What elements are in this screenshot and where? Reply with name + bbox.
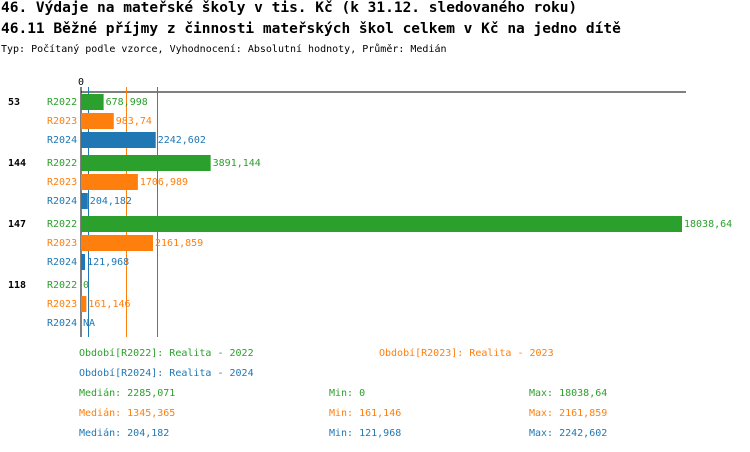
bar <box>81 132 156 148</box>
data-label: 3891,144 <box>213 158 261 169</box>
bar <box>81 113 114 129</box>
series-row-label: R2022 <box>47 97 77 108</box>
series-row-label: R2023 <box>47 116 77 127</box>
series-row-label: R2022 <box>47 158 77 169</box>
chart-subtitle: 46.11 Běžné příjmy z činnosti mateřských… <box>1 21 621 37</box>
data-label: 678,998 <box>106 97 148 108</box>
series-row-label: R2023 <box>47 299 77 310</box>
chart-title: 46. Výdaje na mateřské školy v tis. Kč (… <box>1 0 578 16</box>
data-label: NA <box>83 318 95 329</box>
bar <box>81 94 104 110</box>
series-row-label: R2024 <box>47 196 77 207</box>
data-label: 161,146 <box>88 299 130 310</box>
category-label: 118 <box>8 280 26 291</box>
data-label: 204,182 <box>90 196 132 207</box>
x-axis-zero-label: 0 <box>78 77 84 88</box>
category-label: 53 <box>8 97 20 108</box>
data-label: 2161,859 <box>155 238 203 249</box>
series-row-label: R2024 <box>47 318 77 329</box>
data-label: 121,968 <box>87 257 129 268</box>
category-label: 144 <box>8 158 26 169</box>
bar <box>81 254 86 270</box>
bar <box>81 155 211 171</box>
chart-type-line: Typ: Počítaný podle vzorce, Vyhodnocení:… <box>1 44 447 55</box>
bar <box>81 235 154 251</box>
data-label: 1706,989 <box>140 177 188 188</box>
series-row-label: R2024 <box>47 135 77 146</box>
bar <box>81 174 138 190</box>
series-row-label: R2023 <box>47 177 77 188</box>
series-row-label: R2024 <box>47 257 77 268</box>
data-label: 2242,602 <box>158 135 206 146</box>
bar <box>81 193 88 209</box>
bar <box>81 216 682 232</box>
bar <box>81 296 87 312</box>
data-label: 0 <box>83 280 89 291</box>
series-row-label: R2022 <box>47 280 77 291</box>
category-label: 147 <box>8 219 26 230</box>
series-row-label: R2023 <box>47 238 77 249</box>
data-label: 983,74 <box>116 116 152 127</box>
data-label: 18038,64 <box>684 219 732 230</box>
series-row-label: R2022 <box>47 219 77 230</box>
